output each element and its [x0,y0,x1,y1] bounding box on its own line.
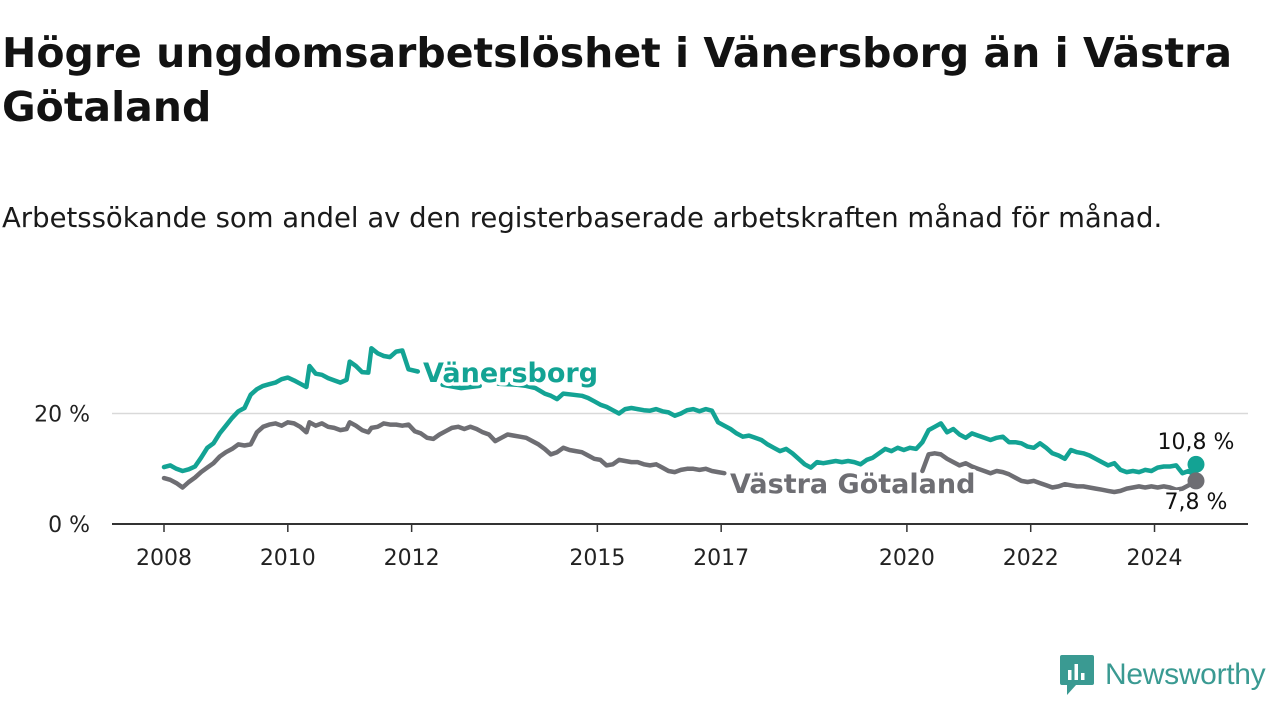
vanersborg-series-label: Vänersborg [423,358,598,389]
vanersborg-line [161,346,421,474]
x-tick-label: 2017 [693,546,749,571]
vanersborg-end-point [1187,455,1205,473]
newsworthy-logo-icon [1060,655,1094,695]
vanersborg-end-label: 10,8 % [1158,430,1235,455]
x-tick-label: 2010 [260,546,316,571]
x-tick-label: 2020 [879,546,935,571]
chart-title: Högre ungdomsarbetslöshet i Vänersborg ä… [2,29,1232,131]
x-tick-label: 2024 [1127,546,1183,571]
newsworthy-logo[interactable]: Newsworthy [1059,654,1266,696]
x-tick-label: 2008 [136,546,192,571]
vanersborg-line [440,382,482,391]
x-tick-label: 2015 [569,546,625,571]
x-tick-label: 2012 [384,546,440,571]
vastra-gotaland-series-label: Västra Götaland [730,469,975,500]
newsworthy-logo-text: Newsworthy [1105,658,1266,691]
vastra-gotaland-line [920,451,1199,495]
vastra-gotaland-end-point [1187,472,1205,490]
y-tick-label: 20 % [34,403,90,428]
vanersborg-line [496,381,1199,476]
y-tick-label: 0 % [48,513,90,538]
vastra-gotaland-end-label: 7,8 % [1165,490,1228,515]
chart-subtitle: Arbetssökande som andel av den registerb… [2,202,1163,234]
vastra-gotaland-line [161,420,727,490]
x-tick-label: 2022 [1003,546,1059,571]
